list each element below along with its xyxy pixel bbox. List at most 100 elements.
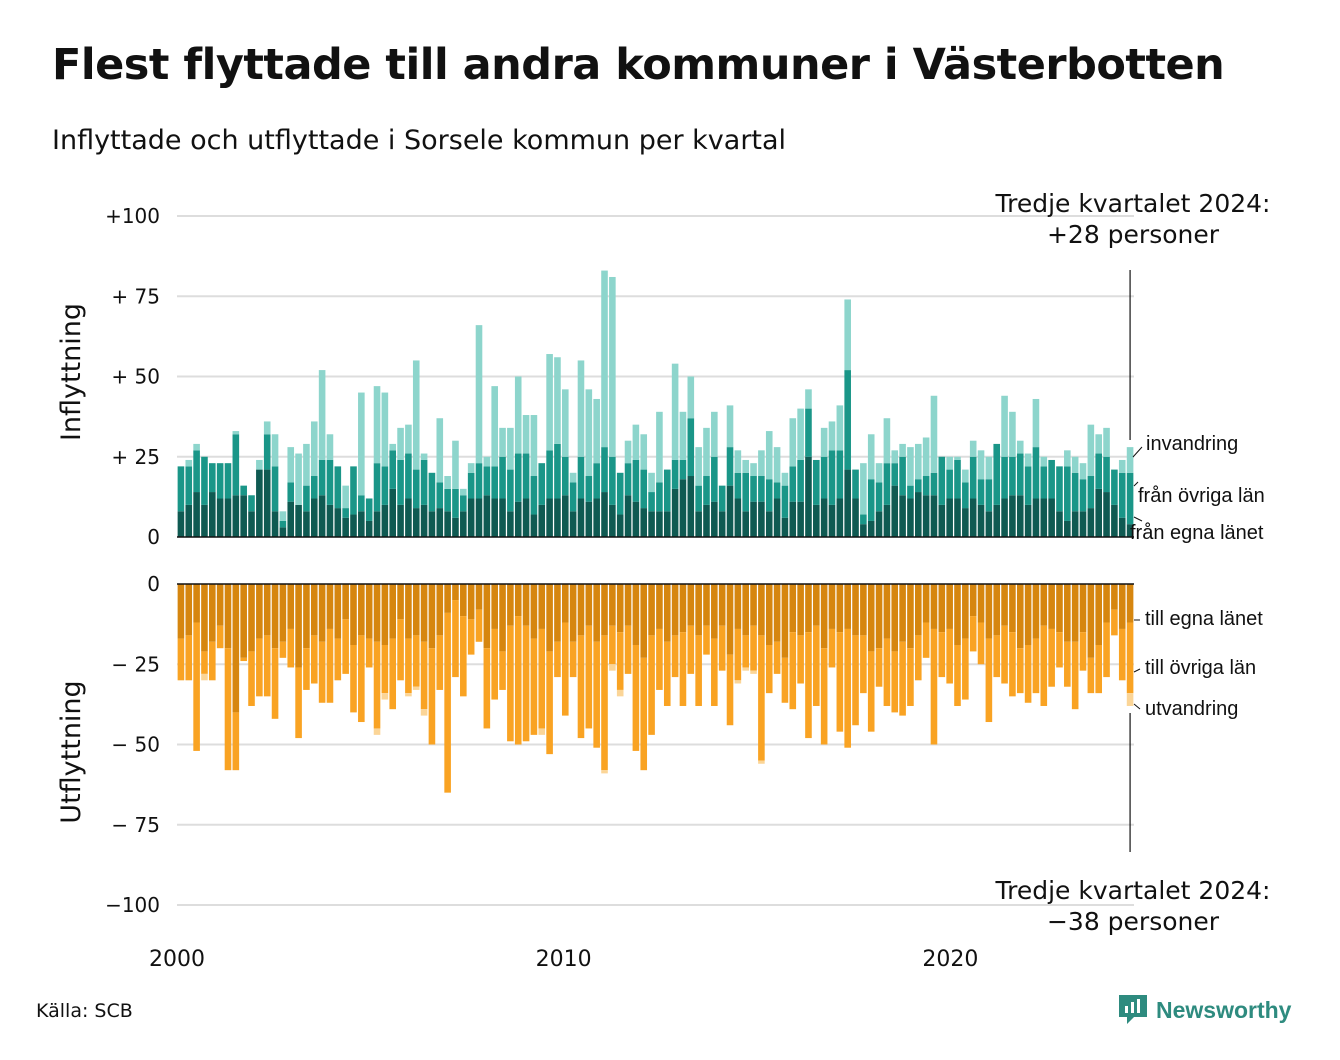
bar-segment [891,651,899,713]
bar-segment [844,584,851,629]
bar-segment [663,641,671,706]
series-label: från egna länet [1130,522,1264,544]
bar-segment [946,469,953,499]
bar-segment [569,482,577,512]
bar-segment [271,466,279,512]
bar-segment [201,504,208,537]
bar-segment [452,517,459,537]
bar-segment [1079,584,1087,633]
bar-segment [781,517,789,537]
bar-segment [279,527,287,537]
bar-segment [1056,632,1063,668]
bar-segment [938,456,946,505]
bar-segment [1079,463,1087,480]
bar-segment [381,392,389,467]
bar-segment [993,635,1001,678]
bar-segment [1103,584,1110,623]
bar-segment [467,463,475,473]
bar-segment [773,447,781,483]
bar-segment [687,376,695,419]
bar-segment [444,511,451,537]
bar-segment [1024,644,1032,703]
bar-segment [954,498,961,537]
bar-segment [405,453,412,499]
bar-segment [358,392,365,496]
bar-segment [530,415,538,477]
bar-segment [452,600,459,678]
bar-segment [381,584,389,645]
bar-segment [922,476,930,496]
bar-segment [389,638,397,710]
bar-segment [836,584,844,633]
bar-segment [930,584,938,629]
bar-segment [342,584,349,620]
bar-segment [381,466,389,505]
bar-segment [1001,456,1008,499]
bar-segment [836,632,844,732]
bar-segment [1095,584,1102,645]
bar-segment [412,469,420,509]
bar-segment [491,466,498,499]
bar-segment [914,443,922,480]
bar-segment [663,469,671,512]
bar-segment [538,584,546,629]
bar-segment [671,459,679,489]
bar-segment [609,504,616,537]
bar-segment [820,427,828,457]
bar-segment [412,635,420,687]
bar-segment [287,501,295,537]
bar-segment [303,511,310,537]
bar-segment [781,485,789,518]
bar-segment [687,476,695,537]
bar-segment [875,482,883,512]
bar-segment [679,411,687,460]
bar-segment [750,625,757,671]
bar-segment [797,635,804,684]
bar-segment [467,619,475,655]
bar-segment [962,584,969,639]
bar-segment [860,514,867,525]
bar-segment [1016,440,1024,454]
bar-segment [460,584,467,617]
bar-segment [514,376,522,454]
bar-segment [373,386,381,464]
bar-segment [342,485,349,509]
bar-segment [758,584,765,636]
bar-segment [538,728,546,735]
bar-segment [287,584,295,629]
bar-segment [303,648,310,690]
x-tick-label: 2000 [149,947,205,972]
bar-segment [671,584,679,636]
bar-segment [483,466,491,496]
bar-segment [193,622,200,751]
bar-segment [985,479,993,512]
bar-segment [640,434,648,470]
bar-segment [844,628,851,748]
bar-segment [185,459,193,467]
bar-segment [734,450,742,473]
bar-segment [648,472,655,493]
bar-segment [475,584,483,610]
bar-segment [397,619,404,681]
bar-segment [373,463,381,512]
y-tick-label: − 75 [111,813,160,837]
bar-segment [318,584,326,642]
bar-segment [397,504,404,537]
bar-segment [460,495,467,512]
bar-segment [389,450,397,489]
bar-segment [177,511,185,537]
bar-segment [624,584,632,626]
bar-segment [1079,511,1087,537]
y-tick-label: +100 [105,204,160,228]
bar-segment [1048,628,1055,687]
bar-segment [585,476,593,502]
bar-segment [962,508,969,537]
bar-segment [1024,466,1032,505]
bar-segment [334,638,342,681]
bar-segment [1040,625,1048,706]
bar-segment [514,501,522,537]
bar-segment [820,456,828,499]
bar-segment [899,495,906,537]
bar-segment [420,584,428,642]
bar-segment [483,495,491,537]
